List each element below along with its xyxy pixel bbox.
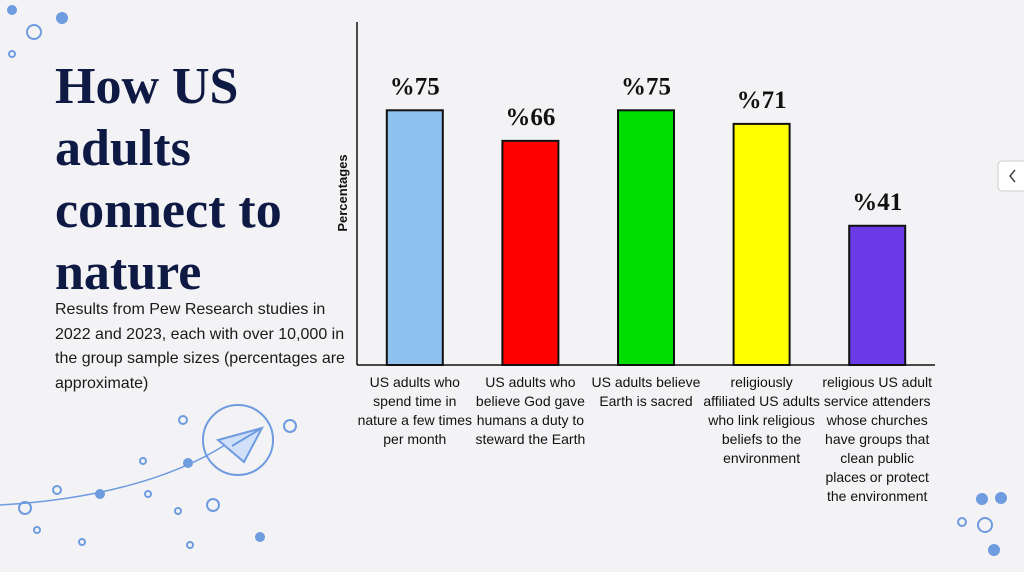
bar bbox=[617, 109, 675, 366]
value-label: %66 bbox=[505, 104, 555, 131]
button-box[interactable] bbox=[997, 160, 1024, 192]
bar bbox=[501, 139, 560, 366]
button-icon[interactable] bbox=[1009, 169, 1016, 183]
bar bbox=[848, 224, 907, 366]
bar bbox=[385, 109, 444, 366]
decoration bbox=[0, 5, 1007, 556]
y-axis-label: Percentages bbox=[335, 154, 350, 231]
x-tick-label: US adults who spend time in nature a few… bbox=[357, 374, 472, 447]
bar bbox=[732, 122, 791, 366]
x-tick-label: US adults who believe God gave humans a … bbox=[475, 374, 586, 447]
value-label: %75 bbox=[390, 73, 440, 100]
title: How US adults connect to nature bbox=[55, 58, 282, 301]
x-tick-label: US adults believe Earth is sacred bbox=[591, 374, 701, 409]
x-tick-label: religious US adult service attenders who… bbox=[822, 374, 933, 504]
value-label: %75 bbox=[621, 73, 671, 100]
x-tick-label: religiously affiliated US adults who lin… bbox=[703, 374, 820, 466]
subtitle: Results from Pew Research studies in 202… bbox=[55, 301, 345, 392]
value-label: %71 bbox=[737, 87, 787, 114]
value-label: %41 bbox=[852, 189, 902, 216]
side-button[interactable] bbox=[997, 160, 1024, 192]
